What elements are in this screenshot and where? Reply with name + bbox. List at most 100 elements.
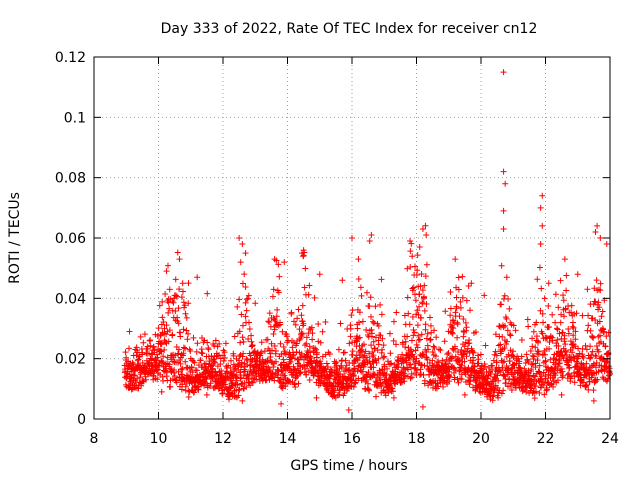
data-point — [236, 386, 243, 393]
data-point — [228, 357, 234, 364]
data-point — [309, 336, 316, 343]
data-point — [503, 315, 510, 322]
data-point — [559, 368, 566, 375]
data-point — [194, 274, 201, 281]
data-point — [603, 241, 610, 248]
data-point — [416, 336, 423, 343]
data-point — [525, 323, 532, 330]
data-point — [272, 317, 279, 324]
x-axis-label: GPS time / hours — [290, 458, 407, 474]
data-point — [289, 344, 296, 351]
data-point — [280, 343, 287, 350]
x-tick-label: 10 — [150, 431, 168, 447]
data-point — [530, 328, 537, 335]
data-point — [356, 319, 363, 326]
data-point — [360, 353, 367, 360]
y-tick-label: 0.12 — [55, 50, 86, 66]
data-point — [592, 317, 599, 324]
data-point — [593, 353, 600, 360]
data-point — [308, 360, 315, 367]
data-point — [586, 378, 593, 385]
data-point — [300, 320, 307, 327]
data-point — [407, 264, 414, 271]
data-point — [335, 346, 342, 353]
data-point — [208, 353, 215, 360]
data-point — [560, 292, 567, 299]
data-point — [585, 386, 592, 393]
data-point — [416, 291, 423, 298]
data-point — [413, 355, 420, 362]
data-point — [378, 276, 385, 283]
data-point — [412, 263, 419, 270]
data-point — [419, 350, 426, 357]
data-point — [166, 327, 173, 334]
data-point — [557, 369, 564, 376]
data-point — [348, 377, 355, 384]
data-point — [247, 382, 254, 389]
data-point — [287, 358, 294, 365]
data-point — [568, 302, 575, 309]
data-point — [539, 310, 546, 317]
data-point — [451, 345, 458, 352]
data-point — [182, 310, 189, 317]
data-point — [465, 282, 472, 289]
data-point — [171, 366, 178, 373]
data-point — [236, 328, 243, 335]
data-point — [157, 347, 164, 354]
data-point — [266, 310, 273, 317]
data-point — [588, 374, 595, 381]
data-point — [178, 294, 185, 301]
data-point — [524, 377, 531, 384]
data-point — [495, 394, 502, 401]
data-point — [404, 294, 411, 301]
data-point — [315, 320, 322, 327]
data-point — [510, 361, 517, 368]
data-point — [494, 372, 501, 379]
data-point — [172, 308, 179, 315]
data-point — [555, 360, 562, 367]
data-point — [423, 261, 430, 268]
data-point — [565, 326, 572, 333]
data-point — [319, 328, 326, 335]
data-point — [212, 337, 219, 344]
data-point — [407, 375, 414, 382]
data-point — [401, 372, 408, 379]
data-point — [175, 305, 182, 312]
data-point — [457, 298, 464, 305]
data-point — [506, 331, 513, 338]
data-point — [545, 280, 552, 287]
data-point — [469, 360, 476, 367]
data-point — [401, 378, 408, 385]
y-tick-label: 0.04 — [55, 291, 86, 307]
data-point — [500, 207, 507, 214]
data-point — [129, 359, 136, 366]
data-point — [243, 307, 250, 314]
data-point — [466, 381, 473, 388]
data-point — [452, 256, 459, 263]
data-point — [246, 325, 253, 332]
data-point — [299, 250, 306, 257]
data-point — [447, 289, 454, 296]
data-point — [183, 327, 190, 334]
data-point — [504, 327, 511, 334]
data-point — [242, 368, 249, 375]
data-point — [419, 299, 426, 306]
data-point — [211, 359, 218, 366]
data-point — [167, 368, 174, 375]
data-point — [379, 346, 386, 353]
data-point — [235, 387, 242, 394]
data-point — [242, 283, 249, 290]
data-point — [284, 364, 291, 371]
data-point — [185, 330, 192, 337]
data-point — [539, 222, 546, 229]
data-point — [574, 271, 581, 278]
data-point — [554, 336, 561, 343]
data-point — [408, 374, 415, 381]
data-point — [258, 339, 265, 346]
data-point — [337, 320, 344, 327]
data-point — [154, 354, 161, 361]
data-point — [367, 294, 374, 301]
data-point — [272, 348, 279, 355]
data-point — [184, 336, 191, 343]
data-point — [205, 353, 212, 360]
